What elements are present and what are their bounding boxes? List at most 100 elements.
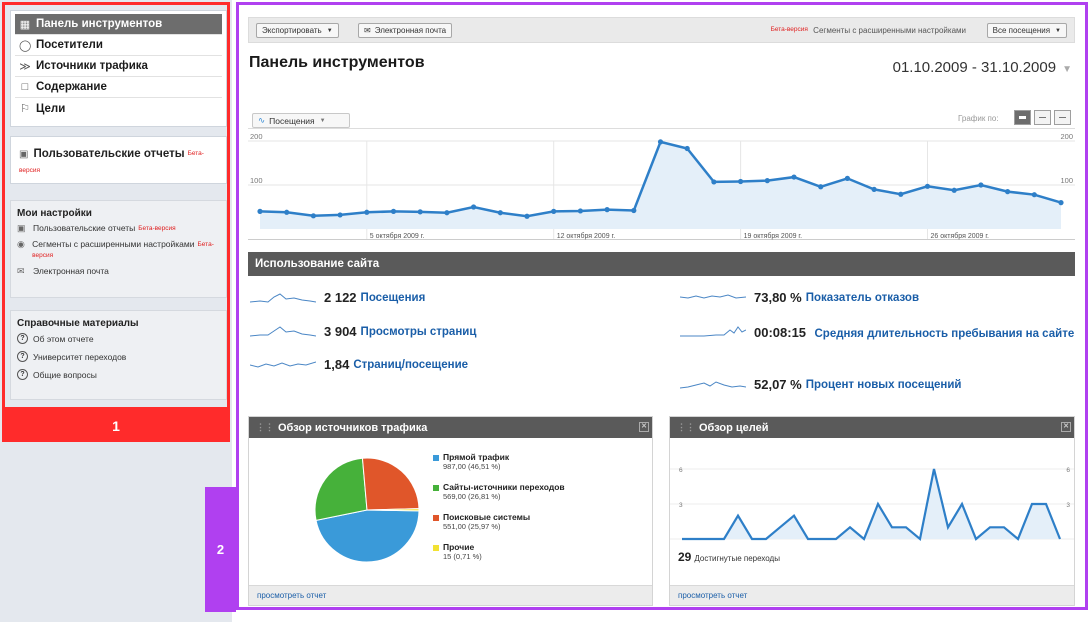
pie-slice	[315, 509, 420, 563]
close-icon[interactable]: ✕	[1061, 422, 1071, 432]
view-report-link[interactable]: просмотреть отчет	[670, 585, 1074, 605]
nav-item-visitors[interactable]: ◯ Посетители	[15, 35, 222, 56]
visits-chart: 100 100 200 200 5 октября 2009 г. 12 октября …	[248, 128, 1075, 240]
metric-select[interactable]: ∿ Посещения ▼	[252, 113, 350, 128]
x-tick-label: 5 октября 2009 г.	[370, 232, 425, 240]
usage-pages-per-visit[interactable]: 1,84 Страниц/посещение	[250, 357, 468, 372]
settings-item-label: Сегменты с расширенными настройками	[32, 239, 195, 249]
segments-label-group: Бета-версия Сегменты с расширенными наст…	[768, 26, 966, 35]
settings-item-label: Электронная почта	[33, 266, 109, 276]
goals-total: 29	[678, 550, 692, 564]
y-tick-label: 200	[250, 132, 263, 141]
segments-icon: ◉	[17, 239, 25, 249]
data-point	[764, 178, 770, 184]
settings-custom-reports[interactable]: ▣ Пользовательские отчеты Бета-версия	[17, 223, 220, 234]
goals-panel-title: Обзор целей	[699, 421, 769, 434]
traffic-pie-chart	[314, 457, 420, 563]
sparkline-icon	[680, 293, 746, 299]
segments-label: Сегменты с расширенными настройками	[813, 26, 966, 35]
view-report-link[interactable]: просмотреть отчет	[249, 585, 652, 605]
help-title: Справочные материалы	[17, 318, 139, 329]
usage-new-visits[interactable]: 52,07 % Процент новых посещений	[680, 377, 962, 392]
data-point	[551, 208, 557, 214]
export-button[interactable]: Экспортировать ▼	[256, 23, 339, 38]
pie-slice	[314, 457, 368, 522]
usage-pageviews[interactable]: 3 904 Просмотры страниц	[250, 324, 476, 339]
settings-email[interactable]: ✉ Электронная почта	[17, 266, 220, 277]
y-tick-label: 100	[1060, 176, 1073, 185]
legend-detail: 987,00 (46,51 %)	[443, 462, 501, 471]
help-item-about-report[interactable]: ? Об этом отчете	[17, 333, 220, 344]
goals-summary: 29 Достигнутые переходы	[678, 550, 780, 564]
usage-avg-duration[interactable]: 00:08:15 Средняя длительность пребывания…	[680, 324, 1075, 343]
usage-value: 00:08:15	[754, 325, 807, 340]
my-settings-title: Мои настройки	[17, 208, 92, 219]
pie-slice	[361, 457, 420, 511]
nav-item-goals[interactable]: ⚐ Цели	[15, 98, 222, 119]
usage-label: Процент новых посещений	[805, 378, 962, 391]
annotation-frame-1	[2, 2, 230, 410]
series-area	[260, 141, 1061, 229]
settings-advanced-segments[interactable]: ◉ Сегменты с расширенными настройками Бет…	[17, 239, 220, 261]
custom-reports-label: Пользовательские отчеты	[33, 148, 185, 160]
traffic-sources-panel: ⋮⋮ Обзор источников трафика ✕ Прямой тра…	[248, 416, 653, 606]
data-point	[337, 212, 343, 218]
y-tick-label: 100	[250, 176, 263, 185]
usage-label: Показатель отказов	[805, 291, 920, 304]
legend-swatch	[433, 544, 439, 551]
usage-bounce-rate[interactable]: 73,80 % Показатель отказов	[680, 290, 919, 305]
nav-item-content[interactable]: □ Содержание	[15, 77, 222, 98]
nav-item-traffic-sources[interactable]: ≫ Источники трафика	[15, 56, 222, 77]
graph-by-label: График по:	[958, 114, 999, 123]
chevron-down-icon: ▼	[326, 27, 333, 34]
traffic-panel-header: ⋮⋮ Обзор источников трафика ✕	[249, 417, 652, 438]
legend-detail: 15 (0,71 %)	[443, 552, 482, 561]
goals-chart: 3 3 6 6	[670, 467, 1074, 542]
help-item-faq[interactable]: ? Общие вопросы	[17, 369, 220, 380]
close-icon[interactable]: ✕	[639, 422, 649, 432]
sparkline-icon: ∿	[258, 115, 266, 125]
beta-badge: Бета-версия	[770, 26, 808, 33]
question-icon: ?	[17, 351, 28, 362]
date-range-picker[interactable]: 01.10.2009 - 31.10.2009 ▼	[893, 59, 1072, 76]
drag-handle-icon[interactable]: ⋮⋮	[677, 422, 695, 432]
data-point	[257, 208, 263, 214]
email-button[interactable]: ✉ Электронная почта	[358, 23, 453, 38]
report-icon: ▣	[17, 223, 26, 233]
nav-item-label: Цели	[36, 102, 66, 115]
graph-by-week-button[interactable]	[1034, 110, 1051, 125]
beta-badge: Бета-версия	[19, 150, 204, 174]
report-nav: ▦ Панель инструментов ◯ Посетители ≫ Ист…	[10, 10, 227, 127]
report-icon: ▣	[19, 149, 29, 160]
legend-other: Прочие 15 (0,71 %)	[433, 542, 482, 562]
goals-panel-header: ⋮⋮ Обзор целей ✕	[670, 417, 1074, 438]
nav-item-dashboard[interactable]: ▦ Панель инструментов	[15, 14, 222, 35]
data-point	[978, 182, 984, 188]
data-point	[1005, 189, 1011, 195]
data-point	[791, 174, 797, 180]
chevron-down-icon: ▼	[1055, 27, 1061, 34]
sparkline-icon	[680, 380, 746, 388]
usage-visits[interactable]: 2 122 Посещения	[250, 290, 425, 305]
graph-by-day-button[interactable]	[1014, 110, 1031, 125]
legend-detail: 551,00 (25,97 %)	[443, 522, 501, 531]
custom-reports-link[interactable]: ▣ Пользовательские отчеты Бета-версия	[10, 136, 227, 184]
drag-handle-icon[interactable]: ⋮⋮	[256, 422, 274, 432]
graph-by-month-button[interactable]	[1054, 110, 1071, 125]
page-title: Панель инструментов	[249, 54, 425, 71]
nav-item-label: Посетители	[36, 39, 103, 51]
month-icon	[1059, 117, 1066, 118]
week-icon	[1039, 117, 1046, 118]
help-item-conversion-university[interactable]: ? Университет переходов	[17, 351, 220, 362]
y-tick-label: 3	[1066, 502, 1070, 509]
help-resources-box: Справочные материалы ? Об этом отчете ? …	[10, 310, 227, 400]
usage-value: 2 122	[324, 290, 357, 305]
metric-label: Посещения	[269, 115, 315, 126]
segment-select[interactable]: Все посещения ▼	[986, 23, 1067, 38]
legend-swatch	[433, 484, 439, 491]
nav-item-label: Содержание	[36, 81, 107, 93]
data-point	[471, 204, 477, 210]
annotation-tag-1: 1	[2, 410, 230, 442]
data-point	[1031, 192, 1037, 198]
envelope-icon: ✉	[17, 266, 25, 276]
